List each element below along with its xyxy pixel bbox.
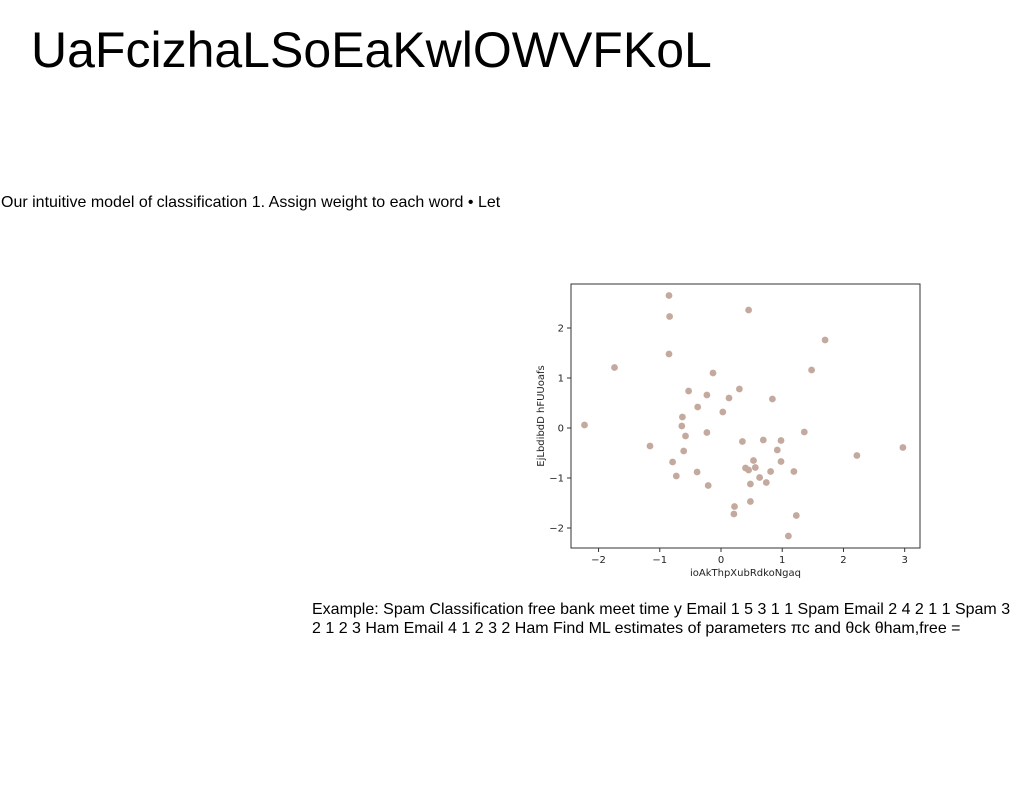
scatter-point <box>739 438 746 445</box>
scatter-point <box>773 446 781 454</box>
scatter-point <box>703 429 711 436</box>
scatter-point <box>679 413 686 421</box>
scatter-plot: −2 −1 0 1 2 3 −2 −1 0 1 2 ioAkThpXubRdkoNgaq EjLb… <box>536 283 921 579</box>
y-axis-ticks: −2 −1 0 1 2 <box>549 324 571 535</box>
scatter-point <box>762 479 770 486</box>
scatter-point <box>800 428 808 436</box>
scatter-point <box>678 422 686 430</box>
y-axis-label: EjLbdibdD hFUUoafs <box>536 365 547 466</box>
x-tick-label: 2 <box>840 555 846 566</box>
scatter-point <box>666 313 673 320</box>
x-tick-label: 0 <box>718 555 724 566</box>
scatter-point <box>680 447 688 455</box>
scatter-point <box>750 457 757 464</box>
x-tick-label: 1 <box>779 555 785 566</box>
y-tick-label: −1 <box>549 474 564 485</box>
y-tick-label: 1 <box>558 374 564 385</box>
scatter-point <box>747 498 754 505</box>
scatter-point <box>665 292 673 299</box>
x-axis-ticks: −2 −1 0 1 2 3 <box>591 548 908 566</box>
scatter-point <box>747 480 754 488</box>
scatter-point <box>777 458 785 465</box>
scatter-point <box>665 350 673 358</box>
scatter-point <box>672 472 680 480</box>
scatter-point <box>682 432 689 440</box>
scatter-figure: −2 −1 0 1 2 3 −2 −1 0 1 2 ioAkThpXubRdkoNgaq EjLb… <box>528 276 928 582</box>
scatter-point <box>703 391 711 399</box>
slide-title: UaFcizhaLSoEaKwlOWVFKoL <box>31 22 712 78</box>
intro-text: Our intuitive model of classification 1.… <box>1 194 501 211</box>
scatter-point <box>790 468 798 475</box>
scatter-point <box>704 482 712 489</box>
scatter-point <box>581 421 588 429</box>
scatter-point <box>731 503 738 510</box>
x-axis-label: ioAkThpXubRdkoNgaq <box>690 568 801 579</box>
scatter-point <box>756 474 763 481</box>
plot-frame <box>570 283 921 549</box>
scatter-point <box>853 452 861 459</box>
x-tick-label: 3 <box>902 555 908 566</box>
scatter-point <box>725 394 733 402</box>
scatter-point <box>745 466 752 474</box>
scatter-point <box>685 387 692 395</box>
x-tick-label: −1 <box>652 555 667 566</box>
example-text: Example: Spam Classification free bank m… <box>312 601 1011 637</box>
scatter-point <box>767 468 774 475</box>
scatter-points <box>581 292 907 540</box>
scatter-point <box>646 442 654 450</box>
scatter-point <box>785 532 792 540</box>
scatter-point <box>759 436 767 444</box>
x-tick-label: −2 <box>591 555 606 566</box>
y-tick-label: 0 <box>558 424 564 435</box>
scatter-point <box>899 444 907 451</box>
scatter-point <box>736 385 743 393</box>
scatter-point <box>669 458 676 466</box>
scatter-point <box>730 510 738 518</box>
y-tick-label: 2 <box>558 324 564 335</box>
scatter-point <box>821 336 829 344</box>
scatter-point <box>808 366 815 374</box>
scatter-point <box>709 369 717 377</box>
scatter-point <box>693 468 701 476</box>
scatter-point <box>611 364 618 371</box>
scatter-point <box>751 464 759 471</box>
scatter-point <box>719 408 727 416</box>
y-tick-label: −2 <box>549 524 564 535</box>
scatter-point <box>777 437 785 444</box>
scatter-point <box>745 306 752 314</box>
scatter-point <box>769 395 776 403</box>
scatter-point <box>694 403 702 411</box>
scatter-point <box>792 512 800 519</box>
